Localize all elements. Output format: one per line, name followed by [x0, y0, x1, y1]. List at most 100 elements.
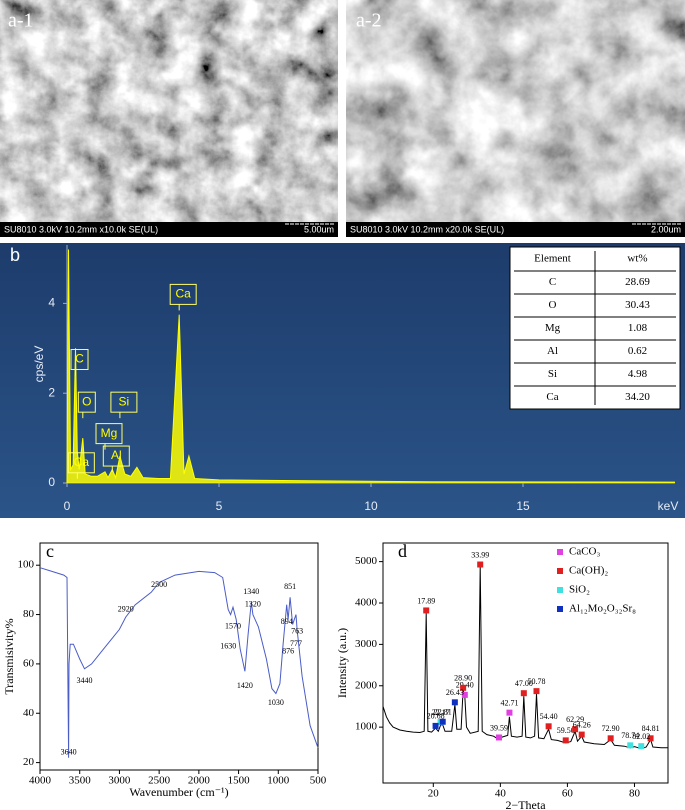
- peak-label: C: [75, 352, 84, 366]
- x-tick-label: 500: [310, 775, 327, 787]
- sem-info-bar: [0, 222, 338, 237]
- legend-label: Ca(OH)₂: [569, 565, 608, 577]
- peak-box: [77, 391, 96, 413]
- phase-marker: [506, 709, 513, 716]
- peak-label: 3440: [76, 676, 92, 685]
- peak-label: 777: [290, 639, 302, 648]
- legend-swatch: [557, 606, 563, 612]
- phase-marker: [578, 731, 585, 738]
- x-tick-label: 1500: [228, 775, 251, 787]
- x-axis-title: Wavenumber (cm⁻¹): [129, 785, 228, 799]
- sem-scale: 2.00um: [651, 224, 681, 234]
- legend-label: Al₁₂Mo₂O₃₂Sr₈: [569, 603, 636, 615]
- phase-marker: [607, 735, 614, 742]
- peak-box: [95, 423, 123, 445]
- peak-label: Ca: [176, 287, 192, 301]
- peak-label: 84.81: [642, 724, 660, 733]
- phase-marker: [451, 699, 458, 706]
- table-cell: Mg: [545, 322, 561, 334]
- x-tick-label: 5: [216, 499, 223, 513]
- peak-label: 1630: [220, 641, 236, 650]
- x-tick-label: 1000: [267, 775, 290, 787]
- peak-label: 1340: [243, 587, 259, 596]
- phase-marker: [461, 691, 468, 698]
- peak-label: 763: [291, 627, 303, 636]
- y-tick-label: 0: [48, 475, 55, 489]
- peak-label: 42.71: [500, 698, 518, 707]
- peak-label: 1030: [268, 698, 284, 707]
- legend-swatch: [557, 587, 563, 593]
- peak-label: Si: [119, 394, 130, 408]
- peak-label: 47.00: [515, 679, 533, 688]
- legend-label: SiO₂: [569, 584, 590, 596]
- panel-label: c: [46, 541, 54, 561]
- peak-box: [67, 452, 95, 474]
- table-cell: Ca: [546, 391, 558, 403]
- sem-info-bar: [346, 222, 685, 237]
- legend-swatch: [557, 568, 563, 574]
- x-tick-label: 2000: [188, 775, 211, 787]
- peak-box: [110, 391, 138, 413]
- peak-label: 22.17: [432, 708, 450, 717]
- phase-marker: [432, 722, 439, 729]
- y-axis-title: Transmisivity%: [2, 618, 16, 694]
- sem-info: SU8010 3.0kV 10.2mm x10.0k SE(UL): [4, 224, 158, 234]
- phase-marker: [533, 688, 540, 695]
- curve: [382, 565, 668, 750]
- legend-swatch: [557, 549, 563, 555]
- peak-label: 22.81: [434, 708, 452, 717]
- y-tick-label: 4000: [355, 597, 378, 609]
- table-cell: Si: [548, 368, 557, 380]
- x-tick-label: 0: [64, 499, 71, 513]
- panel-label: b: [10, 245, 20, 265]
- y-tick-label: 20: [23, 756, 35, 768]
- phase-marker: [423, 607, 430, 614]
- y-axis-title: Intensity (a.u.): [335, 628, 349, 698]
- x-axis-title: 2−Theta: [505, 798, 546, 810]
- peak-label: O: [82, 394, 91, 408]
- panel-label: d: [398, 541, 407, 561]
- table-cell: O: [549, 299, 557, 311]
- peak-label: 1570: [225, 622, 241, 631]
- peak-label: 50.78: [527, 677, 545, 686]
- peak-label: 62.29: [566, 715, 584, 724]
- peak-box: [169, 283, 197, 305]
- peak-label: Mg: [101, 426, 118, 440]
- y-tick-label: 4: [48, 296, 55, 310]
- table-cell: Al: [547, 345, 558, 357]
- x-tick-label: 15: [516, 499, 530, 513]
- peak-label: 17.89: [417, 596, 435, 605]
- phase-marker: [495, 734, 502, 741]
- x-tick-label: 2500: [148, 775, 171, 787]
- phase-marker: [477, 561, 484, 568]
- peak-label: 876: [282, 646, 294, 655]
- peak-label: 2920: [118, 604, 134, 613]
- peak-label: 59.50: [557, 726, 575, 735]
- plot-frame: [39, 542, 319, 771]
- y-tick-label: 40: [23, 707, 35, 719]
- table-cell: 34.20: [625, 391, 650, 403]
- table-cell: 0.62: [628, 345, 647, 357]
- x-tick-label: 10: [364, 499, 378, 513]
- x-tick-label: 60: [562, 788, 574, 800]
- peak-label: 2500: [151, 580, 167, 589]
- phase-marker: [460, 684, 467, 691]
- x-tick-label: 20: [428, 788, 440, 800]
- peak-label: 78.74: [621, 731, 639, 740]
- table-cell: 4.98: [628, 368, 648, 380]
- y-axis-title: cps/eV: [32, 346, 46, 383]
- peak-label: 64.26: [573, 720, 591, 729]
- phase-marker: [627, 742, 634, 749]
- peak-label: 26.43: [446, 688, 464, 697]
- peak-box: [102, 445, 130, 467]
- plot-frame: [382, 542, 669, 784]
- x-tick-label: 3000: [108, 775, 131, 787]
- sem-info: SU8010 3.0kV 10.2mm x20.0k SE(UL): [350, 224, 504, 234]
- peak-label: Al: [111, 448, 122, 462]
- sem-texture: [346, 0, 685, 237]
- curve: [39, 567, 319, 758]
- peak-label: 28.90: [454, 674, 472, 683]
- peak-label: 72.90: [602, 724, 620, 733]
